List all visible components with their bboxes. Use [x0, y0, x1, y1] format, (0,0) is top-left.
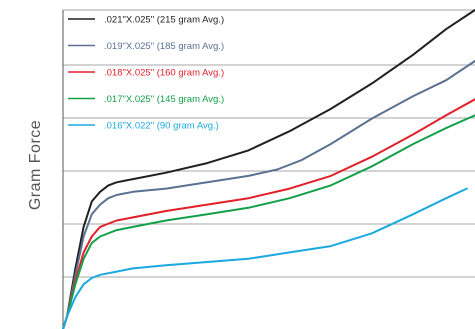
grid-lines — [63, 9, 475, 278]
legend: .021"X.025" (215 gram Avg.) .019"X.025" (… — [68, 14, 224, 131]
series-line-2 — [62, 60, 475, 329]
y-axis-label: Gram Force — [27, 120, 44, 210]
series-line-4 — [62, 114, 475, 329]
legend-label-1: .021"X.025" (215 gram Avg.) — [104, 14, 224, 25]
series-line-5 — [62, 187, 468, 329]
legend-label-3: .018"X.025" (160 gram Avg.) — [104, 67, 224, 78]
legend-label-5: .016"X.022" (90 gram Avg.) — [104, 120, 219, 131]
legend-label-4: .017"X.025" (145 gram Avg.) — [104, 94, 224, 105]
series-line-3 — [62, 98, 475, 329]
legend-label-2: .019"X.025" (185 gram Avg.) — [104, 41, 224, 52]
series-layer — [62, 9, 475, 329]
series-line-1 — [62, 9, 475, 329]
